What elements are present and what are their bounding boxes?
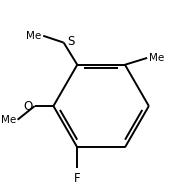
Text: O: O <box>24 100 33 113</box>
Text: F: F <box>74 172 81 185</box>
Text: Me: Me <box>26 31 42 41</box>
Text: Me: Me <box>149 53 164 63</box>
Text: Me: Me <box>1 115 16 125</box>
Text: S: S <box>67 35 74 48</box>
